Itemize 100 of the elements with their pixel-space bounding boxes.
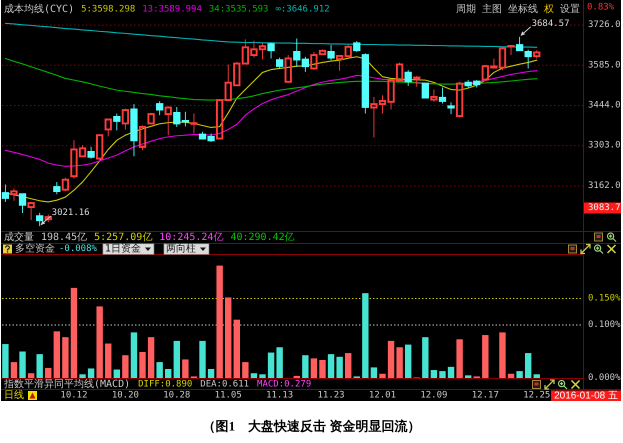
text: 5:3598.298 bbox=[81, 4, 136, 14]
bar bbox=[122, 355, 129, 378]
bar bbox=[208, 368, 214, 378]
text: （图1 大盘快速反击 资金明显回流） bbox=[202, 418, 420, 434]
text: 两向柱 bbox=[166, 242, 196, 255]
bar bbox=[336, 356, 343, 378]
text: 5:257.09亿 bbox=[94, 232, 152, 243]
bar bbox=[516, 371, 523, 378]
y-tick-label: 3585.0 bbox=[588, 60, 621, 70]
candlestick bbox=[507, 44, 515, 56]
text: 13:3589.994 bbox=[142, 4, 202, 14]
text: 指数平滑异同平均线(MACD) bbox=[3, 378, 130, 390]
candlestick bbox=[456, 81, 464, 118]
y-tick-label: 0.000% bbox=[588, 373, 622, 383]
bar bbox=[199, 340, 206, 378]
candlestick bbox=[438, 87, 446, 104]
bar bbox=[174, 340, 180, 378]
text: 1日资金 bbox=[104, 242, 141, 255]
bar bbox=[328, 354, 334, 378]
bar bbox=[19, 351, 26, 378]
bar bbox=[139, 352, 146, 378]
chart-title: 多空资金 bbox=[15, 242, 55, 254]
x-tick-label: 10.28 bbox=[163, 390, 190, 400]
bar bbox=[96, 306, 103, 378]
candlestick bbox=[2, 184, 10, 202]
legend-title: 成本均线(CYC) bbox=[4, 3, 74, 15]
candlestick bbox=[430, 89, 438, 102]
candlestick bbox=[27, 201, 35, 221]
annotation: 主图 bbox=[482, 3, 502, 15]
annotation: 周期 bbox=[456, 3, 476, 15]
text: 10:245.24亿 bbox=[159, 232, 224, 243]
text: MACD:0.279 bbox=[257, 379, 312, 390]
bar bbox=[28, 373, 34, 378]
candlestick bbox=[164, 106, 172, 136]
candlestick bbox=[533, 50, 540, 59]
candlestick bbox=[156, 100, 164, 116]
bar bbox=[2, 344, 9, 378]
bar bbox=[45, 368, 52, 378]
x-tick-label: 12.09 bbox=[420, 390, 448, 400]
candlestick bbox=[138, 124, 146, 151]
bar bbox=[499, 332, 506, 378]
text: DEA:0.611 bbox=[200, 379, 250, 390]
bar bbox=[36, 354, 43, 378]
candlestick bbox=[284, 54, 292, 84]
candlestick bbox=[516, 36, 524, 52]
candlestick bbox=[267, 42, 275, 59]
bar bbox=[430, 370, 438, 378]
y-tick-label: 3726.0 bbox=[588, 20, 621, 30]
bar bbox=[182, 359, 189, 378]
bar bbox=[148, 337, 154, 378]
text: 198.45亿 bbox=[41, 232, 88, 243]
line-series bbox=[4, 58, 538, 101]
bar bbox=[165, 368, 172, 378]
line-series bbox=[4, 70, 538, 167]
x-tick-label: 11.23 bbox=[318, 390, 345, 400]
x-tick-label: 11.13 bbox=[266, 390, 294, 400]
bar bbox=[268, 352, 274, 378]
bar bbox=[234, 320, 240, 378]
bar bbox=[88, 368, 94, 378]
candlestick bbox=[18, 193, 26, 214]
bar bbox=[524, 353, 532, 378]
candlestick bbox=[113, 113, 120, 131]
candlestick bbox=[96, 134, 104, 160]
bar bbox=[464, 375, 472, 378]
x-tick-label: 10.20 bbox=[112, 390, 139, 400]
candlestick bbox=[62, 177, 70, 192]
bar bbox=[404, 344, 412, 378]
bar bbox=[396, 347, 403, 378]
text: 成交量 bbox=[4, 231, 34, 243]
bar bbox=[448, 366, 454, 378]
bar bbox=[388, 340, 394, 378]
chart-subtitle: -0.008% bbox=[59, 244, 98, 254]
bar bbox=[216, 266, 223, 378]
candlestick bbox=[422, 82, 429, 99]
text: 2016-01-08 五 bbox=[554, 390, 618, 402]
bar bbox=[310, 358, 318, 378]
x-tick-label: 11.05 bbox=[214, 390, 242, 400]
text: 0.83% bbox=[587, 2, 615, 12]
bar bbox=[70, 288, 78, 378]
text: 40:290.42亿 bbox=[230, 232, 295, 243]
candlestick bbox=[362, 52, 369, 114]
bar bbox=[105, 344, 112, 378]
bar bbox=[242, 362, 249, 378]
bar bbox=[362, 293, 369, 378]
bar bbox=[130, 332, 138, 378]
y-tick-label: 0.150% bbox=[588, 293, 622, 304]
text: 权 bbox=[543, 3, 554, 15]
candlestick bbox=[524, 49, 532, 69]
bar bbox=[482, 335, 489, 378]
x-tick-label: 12.17 bbox=[472, 390, 499, 400]
x-tick-label: 12.25 bbox=[523, 390, 550, 400]
candlestick bbox=[104, 118, 112, 137]
bar bbox=[276, 347, 283, 378]
bar bbox=[156, 362, 163, 378]
y-tick-label: 3444.0 bbox=[588, 100, 621, 111]
bar bbox=[114, 370, 120, 378]
candlestick bbox=[327, 44, 335, 61]
bar bbox=[439, 371, 446, 378]
text: 34:3535.593 bbox=[208, 4, 268, 14]
candlestick bbox=[276, 57, 284, 69]
